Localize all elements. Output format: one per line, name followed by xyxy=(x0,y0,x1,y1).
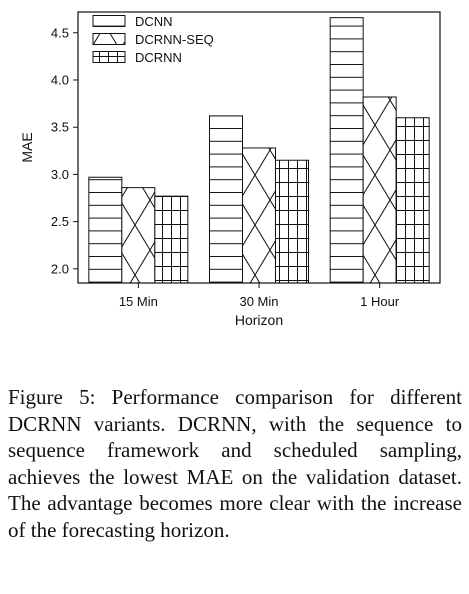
bar-dcrnn-seq-2 xyxy=(362,96,397,284)
y-tick-label: 2.0 xyxy=(51,261,69,276)
y-tick-label: 4.0 xyxy=(51,72,69,87)
plot-frame xyxy=(77,11,441,284)
bar-dcnn-0 xyxy=(88,176,123,284)
legend-swatch-dcrnn-seq xyxy=(92,33,126,45)
legend-swatch-dcnn xyxy=(92,15,126,27)
bar-dcnn-1 xyxy=(209,115,243,284)
mae-bar-chart: 15 Min 30 Min 1 Hour 2.0 2.5 3.0 3.5 4.0 4.5 Hori… xyxy=(19,11,441,328)
legend-label-dcnn: DCNN xyxy=(135,14,173,29)
bar-dcnn-2 xyxy=(329,17,364,284)
y-axis-title: MAE xyxy=(19,132,35,162)
y-tick-label: 4.5 xyxy=(51,25,69,40)
bar-dcrnn-2 xyxy=(395,117,430,284)
legend-label-dcrnn-seq: DCRNN-SEQ xyxy=(135,32,214,47)
bar-dcrnn-1 xyxy=(275,159,309,284)
y-tick-label: 2.5 xyxy=(51,214,69,229)
chart-svg: 15 Min 30 Min 1 Hour 2.0 2.5 3.0 3.5 4.0 4.5 Hori… xyxy=(19,11,441,328)
legend-swatch-dcrnn xyxy=(92,51,126,63)
figure-caption: Figure 5: Performance comparison for dif… xyxy=(8,385,462,542)
chart-container: 15 Min 30 Min 1 Hour 2.0 2.5 3.0 3.5 4.0 4.5 Hori… xyxy=(19,11,441,328)
x-axis-title: Horizon xyxy=(235,312,283,328)
x-tick-label: 1 Hour xyxy=(360,294,400,309)
bar-dcrnn-seq-0 xyxy=(121,187,156,284)
y-tick-label: 3.5 xyxy=(51,120,69,135)
x-tick-label: 15 Min xyxy=(119,294,158,309)
bar-dcrnn-seq-1 xyxy=(242,147,276,284)
y-tick-label: 3.0 xyxy=(51,167,69,182)
legend-label-dcrnn: DCRNN xyxy=(135,50,182,65)
x-tick-label: 30 Min xyxy=(239,294,278,309)
bar-dcrnn-0 xyxy=(154,195,189,284)
